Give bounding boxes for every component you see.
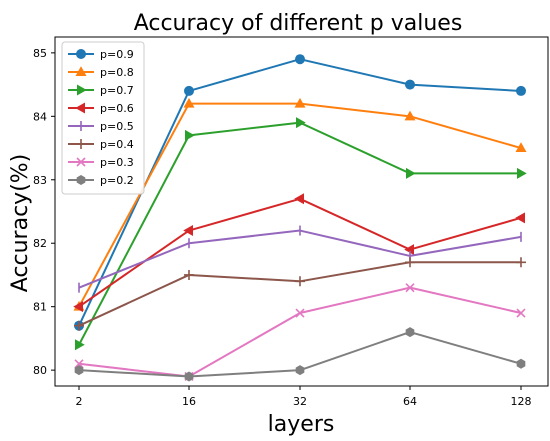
data-point [74,359,84,369]
data-point [74,320,84,331]
data-point [517,167,527,179]
data-point [185,129,195,141]
data-point [74,365,84,376]
legend-marker [75,66,87,76]
legend: p=0.9 p=0.8 p=0.7 p=0.6 p=0.5 p=0.4 p=0.3 p=0.2 [61,41,145,195]
legend-marker [76,157,86,167]
data-point [515,212,525,224]
series-line [78,261,521,327]
y-axis-label: Accuracy(%) [8,154,33,293]
y-tick-label: 85 [33,47,47,60]
series-line [78,102,522,308]
legend-label: p=0.9 [100,48,134,61]
data-point [405,79,415,90]
series-p-0-2 [74,327,526,382]
data-point [295,308,305,318]
legend-item: p=0.5 [68,120,134,133]
legend-label: p=0.4 [100,138,134,151]
legend-item: p=0.6 [68,102,134,115]
data-point [294,193,304,205]
data-point [183,225,193,237]
data-point [404,244,414,256]
y-tick-label: 80 [33,364,47,377]
data-point [183,97,195,108]
data-point [516,85,526,96]
data-point [184,269,194,280]
series-p-0-6 [73,193,525,313]
data-point [73,301,83,313]
legend-label: p=0.7 [100,84,134,97]
data-point [75,339,85,351]
data-series [73,54,527,382]
series-p-0-4 [74,257,526,331]
axis-ticks: 80 81 82 83 84 85 2 16 32 64 128 [33,47,532,408]
y-tick-label: 82 [33,237,47,250]
data-point [294,97,306,108]
data-point [406,167,416,179]
legend-label: p=0.8 [100,66,134,79]
data-point [516,358,526,369]
data-point [404,110,416,121]
y-tick-label: 84 [33,110,47,123]
legend-item: p=0.3 [68,156,134,169]
x-tick-label: 2 [76,395,83,408]
y-tick-label: 81 [33,301,47,314]
data-point [405,283,415,293]
data-point [515,142,527,153]
chart-title: Accuracy of different p values [134,11,463,36]
legend-label: p=0.5 [100,120,134,133]
data-point [295,365,305,376]
x-tick-label: 32 [293,395,307,408]
legend-marker [76,49,86,59]
legend-box [61,41,145,195]
data-point [184,371,194,382]
legend-item: p=0.8 [68,66,134,79]
legend-label: p=0.6 [100,102,134,115]
legend-marker [77,84,87,96]
x-tick-label: 128 [511,395,532,408]
y-tick-label: 83 [33,174,47,187]
data-point [516,308,526,318]
legend-item: p=0.4 [68,138,134,151]
data-point [296,117,306,129]
x-tick-label: 16 [182,395,196,408]
series-p-0-7 [75,117,527,351]
data-point [405,327,415,338]
series-p-0-9 [74,54,526,331]
x-tick-label: 64 [403,395,417,408]
data-point [184,85,194,96]
series-line [78,286,522,378]
data-point [295,276,305,287]
legend-item: p=0.7 [68,84,134,97]
series-line [78,197,522,308]
legend-marker [75,102,85,114]
data-point [295,54,305,65]
legend-item: p=0.2 [68,174,134,187]
legend-label: p=0.2 [100,174,134,187]
plot-frame [54,36,549,387]
legend-item: p=0.9 [68,48,134,61]
legend-marker [76,139,86,149]
data-point [405,257,415,268]
data-point [516,257,526,268]
legend-label: p=0.3 [100,156,134,169]
x-axis-label: layers [268,412,335,437]
legend-marker [76,175,86,185]
